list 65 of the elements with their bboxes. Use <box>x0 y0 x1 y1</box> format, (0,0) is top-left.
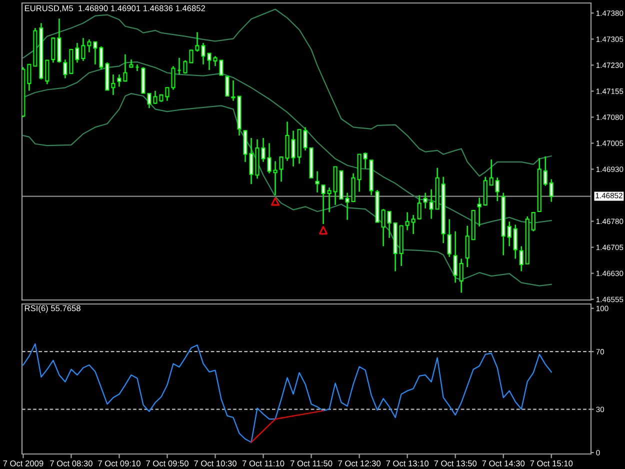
candlestick <box>225 76 230 97</box>
candlestick <box>477 197 482 228</box>
candlestick <box>93 41 98 66</box>
candlestick <box>531 212 536 232</box>
candlestick <box>315 170 320 194</box>
candlestick <box>351 172 356 203</box>
candlestick <box>327 186 332 213</box>
x-tick-label: 7 Oct 09:50 <box>146 460 188 466</box>
candlestick <box>279 156 284 182</box>
candlestick <box>291 130 296 168</box>
x-tick-label: 7 Oct 09:10 <box>98 460 140 466</box>
candlestick <box>51 37 56 64</box>
x-tick-label: 7 Oct 10:30 <box>194 460 236 466</box>
chart-title: RSI(6) 55.7658 <box>24 305 80 313</box>
candlestick <box>519 246 524 272</box>
line-series <box>22 93 552 286</box>
candlestick <box>57 18 62 64</box>
x-tick-label: 7 Oct 2009 <box>3 460 44 466</box>
line-series <box>22 61 552 226</box>
x-tick-label: 7 Oct 12:30 <box>338 460 381 466</box>
line-series <box>22 343 552 443</box>
candlestick <box>267 142 272 174</box>
x-tick-label: 7 Oct 15:10 <box>530 460 573 466</box>
candlestick <box>231 80 236 102</box>
candlestick <box>363 152 368 170</box>
x-tick-label: 7 Oct 11:10 <box>242 460 284 466</box>
candlestick <box>75 42 80 64</box>
candlestick <box>345 192 350 220</box>
candlestick <box>321 184 326 225</box>
candlestick <box>543 156 548 186</box>
chart-title: EURUSD,M5 1.46890 1.46901 1.46836 1.46852 <box>24 5 206 12</box>
candlestick <box>387 210 392 239</box>
x-tick-label: 7 Oct 14:30 <box>482 460 525 466</box>
candlestick <box>87 38 92 53</box>
candlestick <box>507 220 512 247</box>
candlestick <box>249 137 254 185</box>
candlestick <box>489 158 494 186</box>
candlestick <box>423 192 428 210</box>
x-tick-label: 7 Oct 08:30 <box>50 460 92 466</box>
candlestick <box>495 176 500 202</box>
x-tick-label: 7 Oct 11:50 <box>290 460 332 466</box>
candlestick <box>285 121 290 162</box>
candlestick <box>459 258 464 294</box>
x-tick-label: 7 Oct 13:50 <box>434 460 477 466</box>
candlestick <box>429 188 434 220</box>
candlestick <box>45 60 50 85</box>
candlestick <box>549 178 554 202</box>
candlestick <box>69 48 74 74</box>
candlestick <box>243 129 248 163</box>
candlestick <box>447 218 452 258</box>
candlestick <box>417 194 422 220</box>
candlestick <box>261 137 266 163</box>
candlestick <box>99 46 104 70</box>
candlestick <box>303 126 308 152</box>
candlestick <box>381 208 386 247</box>
candlestick <box>405 212 410 231</box>
candlestick <box>81 37 86 62</box>
candlestick <box>273 160 278 196</box>
x-tick-label: 7 Oct 13:10 <box>386 460 429 466</box>
candlestick <box>465 225 470 268</box>
candlestick <box>513 224 518 260</box>
candlestick <box>453 230 458 284</box>
candlestick <box>63 58 68 79</box>
candlestick <box>411 214 416 235</box>
candlestick <box>27 64 32 92</box>
